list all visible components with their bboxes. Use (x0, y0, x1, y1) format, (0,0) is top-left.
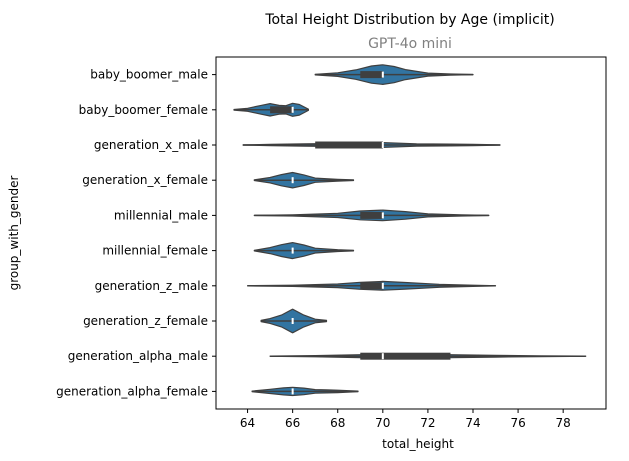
violin-median (381, 353, 384, 360)
y-tick-label: generation_alpha_female (56, 384, 208, 398)
y-tick-label: baby_boomer_male (90, 68, 208, 82)
y-axis-label: group_with_gender (7, 176, 21, 291)
violin-iqr-box (270, 106, 293, 114)
x-tick-label: 78 (556, 416, 571, 430)
violin-median (381, 212, 384, 219)
x-tick-labels: 64 66 68 70 72 74 76 78 (240, 409, 571, 430)
plot-frame (215, 56, 607, 410)
x-tick-label: 76 (510, 416, 525, 430)
x-tick-label: 66 (285, 416, 300, 430)
chart-title: Total Height Distribution by Age (implic… (264, 12, 554, 28)
x-tick-label: 72 (420, 416, 435, 430)
violin-median (381, 142, 384, 148)
violin-median (381, 282, 384, 289)
violin-median (291, 247, 294, 254)
y-tick-label: baby_boomer_female (79, 103, 208, 117)
y-tick-label: generation_x_male (94, 138, 208, 152)
y-tick-label: generation_z_female (83, 314, 208, 328)
violin-median (291, 318, 294, 324)
violin-median (291, 177, 294, 184)
violin-iqr-box (360, 352, 451, 360)
x-tick-label: 70 (375, 416, 390, 430)
y-tick-label: generation_x_female (82, 173, 208, 187)
x-tick-label: 74 (465, 416, 480, 430)
violin-median (291, 106, 294, 113)
violin-median (291, 388, 294, 395)
violin-iqr-box (360, 71, 383, 79)
violin-iqr-box (360, 282, 383, 290)
y-tick-label: generation_alpha_male (68, 349, 208, 363)
violin-median (381, 71, 384, 78)
y-tick-label: generation_z_male (95, 279, 208, 293)
y-tick-labels: baby_boomer_male baby_boomer_femalegenera… (56, 68, 216, 398)
violin-iqr-box (315, 141, 383, 149)
violin-layer (233, 64, 587, 397)
y-tick-label: millennial_female (102, 244, 208, 258)
x-axis-label: total_height (382, 437, 454, 451)
violin-iqr-box (360, 211, 383, 219)
x-tick-label: 64 (240, 416, 255, 430)
chart-subtitle: GPT-4o mini (368, 36, 452, 52)
y-tick-label: millennial_male (114, 208, 208, 222)
x-tick-label: 68 (330, 416, 345, 430)
